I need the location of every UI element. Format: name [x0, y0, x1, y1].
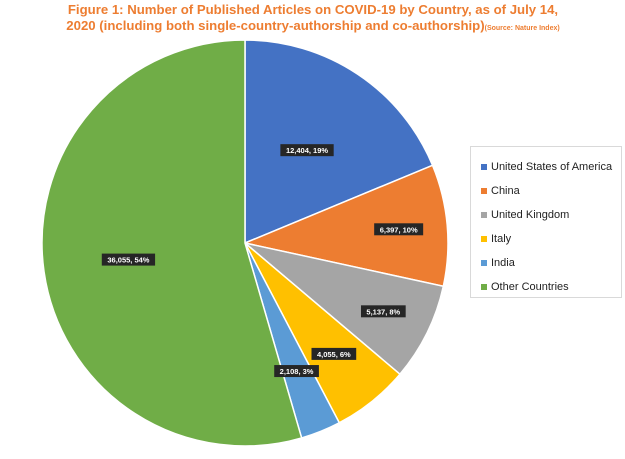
legend-label: Other Countries	[491, 281, 569, 293]
legend-swatch	[481, 236, 487, 242]
chart-source-note: (Source: Nature Index)	[484, 25, 560, 32]
pie-slice-united-states-of-america	[244, 39, 434, 245]
legend-item-china: China	[481, 179, 621, 203]
pie-slice-other-countries	[41, 39, 303, 447]
data-label-china: 6,397, 10%	[374, 223, 424, 236]
legend-item-italy: Italy	[481, 227, 621, 251]
pie-slice-china	[242, 164, 449, 288]
legend-item-united-kingdom: United Kingdom	[481, 203, 621, 227]
data-label-india: 2,108, 3%	[274, 365, 319, 378]
data-label-background	[311, 347, 357, 360]
data-label-background	[274, 365, 319, 378]
data-label-text: 36,055, 54%	[107, 256, 149, 265]
legend-label: United Kingdom	[491, 209, 570, 221]
data-label-background	[374, 223, 424, 236]
legend-label: Italy	[491, 233, 512, 245]
legend-item-united-states-of-america: United States of America	[481, 155, 621, 179]
pie-slices	[41, 39, 449, 447]
data-label-text: 12,404, 19%	[286, 146, 328, 155]
legend-label: India	[491, 257, 515, 269]
data-label-background	[101, 253, 156, 266]
data-label-text: 4,055, 6%	[317, 350, 351, 359]
legend-label: China	[491, 185, 520, 197]
chart-title-text: Figure 1: Number of Published Articles o…	[66, 2, 559, 33]
legend-swatch	[481, 284, 487, 290]
data-label-text: 6,397, 10%	[380, 225, 418, 234]
legend-label: United States of America	[491, 161, 613, 173]
legend-swatch	[481, 260, 487, 266]
legend-swatch	[481, 164, 487, 170]
data-label-text: 2,108, 3%	[280, 367, 314, 376]
legend: United States of America China United King…	[470, 146, 622, 298]
data-label-united-states-of-america: 12,404, 19%	[280, 144, 334, 157]
pie-slice-united-kingdom	[244, 242, 445, 376]
pie-data-labels: 12,404, 19% 6,397, 10% 5,137, 8% 4,055, 6%2…	[101, 144, 424, 378]
chart-title: Figure 1: Number of Published Articles o…	[58, 2, 568, 37]
data-label-text: 5,137, 8%	[366, 307, 400, 316]
legend-swatch	[481, 212, 487, 218]
legend-item-other-countries: Other Countries	[481, 275, 621, 299]
data-label-other-countries: 36,055, 54%	[101, 253, 156, 266]
data-label-italy: 4,055, 6%	[311, 347, 357, 360]
data-label-background	[360, 305, 406, 318]
legend-swatch	[481, 188, 487, 194]
legend-item-india: India	[481, 251, 621, 275]
data-label-background	[280, 144, 334, 157]
data-label-united-kingdom: 5,137, 8%	[360, 305, 406, 318]
